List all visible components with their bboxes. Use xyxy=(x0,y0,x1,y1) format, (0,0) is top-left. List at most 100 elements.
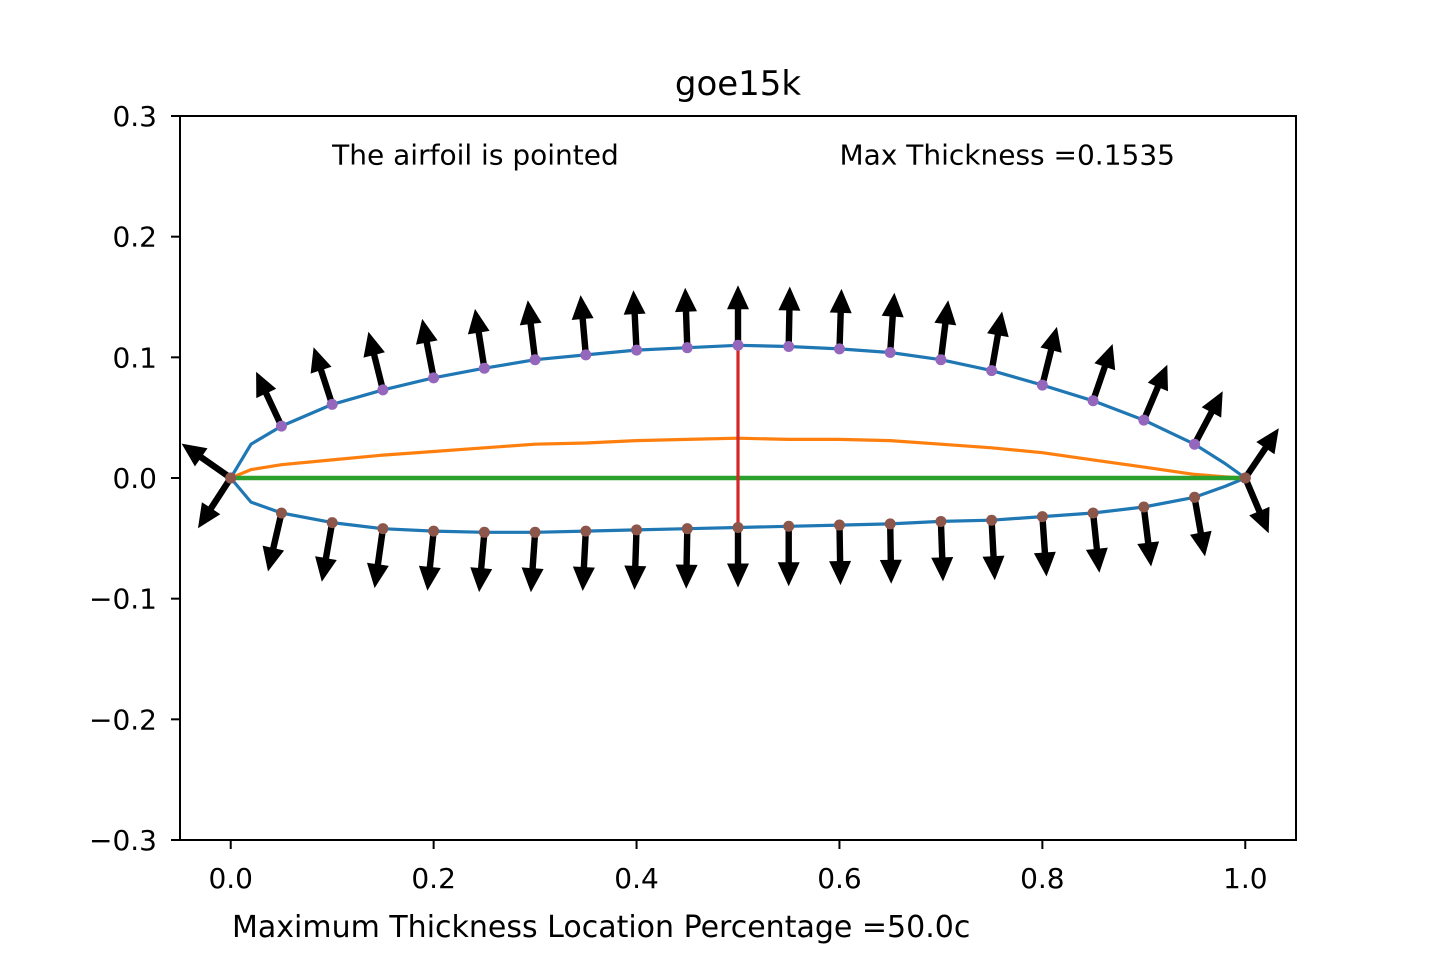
lower-surface-point xyxy=(986,514,998,526)
normal-arrow-upper xyxy=(727,285,749,346)
x-tick-label: 0.4 xyxy=(614,862,659,895)
normal-arrow-lower xyxy=(675,528,698,589)
upper-surface-point xyxy=(326,398,338,410)
x-tick-label: 1.0 xyxy=(1223,862,1268,895)
normal-arrow-lower xyxy=(879,523,902,584)
normal-arrow-lower xyxy=(727,527,749,588)
normal-arrow-upper xyxy=(1242,428,1279,480)
lower-surface-point xyxy=(884,518,896,530)
normal-arrow-lower xyxy=(931,521,954,582)
y-tick-label: 0.3 xyxy=(112,100,157,133)
upper-surface-point xyxy=(529,354,541,366)
normal-arrow-lower xyxy=(1085,512,1108,573)
lower-surface-point xyxy=(1138,501,1150,513)
upper-surface-point xyxy=(986,365,998,377)
normal-arrow-upper xyxy=(256,371,285,428)
y-tick-label: −0.1 xyxy=(89,583,157,616)
annotation-pointed: The airfoil is pointed xyxy=(331,138,619,171)
normal-arrow-lower xyxy=(1242,476,1270,534)
normal-arrow-lower xyxy=(1190,496,1212,557)
lower-surface-point xyxy=(935,515,947,527)
lower-surface-point xyxy=(225,472,237,484)
y-tick-label: 0.2 xyxy=(112,221,157,254)
lower-surface-point xyxy=(1239,472,1251,484)
upper-surface-point xyxy=(783,340,795,352)
y-tick-label: 0.1 xyxy=(112,341,157,374)
lower-surface-point xyxy=(478,526,490,538)
normal-arrow-lower xyxy=(829,525,852,586)
upper-surface-point xyxy=(428,372,440,384)
upper-surface-point xyxy=(275,420,287,432)
normal-arrow-upper xyxy=(519,300,542,361)
series-layer xyxy=(181,285,1279,593)
y-tick-label: −0.3 xyxy=(89,824,157,857)
normal-arrow-upper xyxy=(1191,391,1223,446)
y-tick-label: −0.2 xyxy=(89,703,157,736)
upper-surface-point xyxy=(833,343,845,355)
normal-arrow-lower xyxy=(572,530,595,591)
normal-arrow-lower xyxy=(262,512,285,572)
upper-surface-point xyxy=(884,347,896,359)
upper-surface-point xyxy=(1138,414,1150,426)
normal-arrow-lower xyxy=(418,530,441,591)
normal-arrow-upper xyxy=(934,300,957,361)
lower-surface-point xyxy=(833,519,845,531)
normal-arrow-upper xyxy=(675,287,697,348)
upper-surface-point xyxy=(478,362,490,374)
upper-surface-point xyxy=(681,342,693,354)
annotation-max-thickness: Max Thickness =0.1535 xyxy=(839,138,1175,171)
x-tick-label: 0.2 xyxy=(411,862,456,895)
x-axis-label: Maximum Thickness Location Percentage =5… xyxy=(232,910,970,945)
normal-arrow-lower xyxy=(470,532,493,593)
normal-arrow-lower xyxy=(1137,506,1160,567)
normal-arrow-lower xyxy=(198,476,234,529)
normal-arrow-lower xyxy=(982,520,1005,581)
lower-surface-point xyxy=(580,525,592,537)
upper-surface-point xyxy=(1036,379,1048,391)
normal-arrow-upper xyxy=(987,311,1009,372)
upper-surface-point xyxy=(631,344,643,356)
lower-surface-point xyxy=(1189,491,1201,503)
normal-arrow-upper xyxy=(881,292,904,353)
x-tick-label: 0.6 xyxy=(817,862,862,895)
axes-layer: 0.0 0.2 0.4 0.6 0.8 1.0 −0.3 −0.2 −0.1 0.0 0.1 0.2 0… xyxy=(89,100,1297,895)
x-tick-label: 0.0 xyxy=(208,862,253,895)
normal-arrow-upper xyxy=(1140,364,1168,422)
normal-arrow-upper xyxy=(1090,344,1116,402)
lower-surface-point xyxy=(1036,511,1048,523)
lower-surface-point xyxy=(783,520,795,532)
upper-surface-point xyxy=(732,339,744,351)
lower-surface-point xyxy=(681,523,693,535)
lower-surface-point xyxy=(377,523,389,535)
lower-surface-point xyxy=(529,526,541,538)
normal-arrow-upper xyxy=(416,318,438,379)
normal-arrow-lower xyxy=(1033,516,1056,577)
normal-arrow-lower xyxy=(367,528,389,589)
upper-surface-point xyxy=(1087,395,1099,407)
upper-surface-point xyxy=(377,384,389,396)
normal-arrow-lower xyxy=(521,532,544,593)
lower-surface-point xyxy=(631,524,643,536)
normal-arrow-upper xyxy=(310,347,336,406)
chart-title: goe15k xyxy=(675,64,802,104)
lower-surface-point xyxy=(428,525,440,537)
lower-surface-point xyxy=(1087,507,1099,519)
normal-arrow-lower xyxy=(624,529,647,590)
lower-surface-point xyxy=(732,521,744,533)
normal-arrow-upper xyxy=(778,286,801,347)
upper-surface-point xyxy=(935,354,947,366)
normal-arrow-upper xyxy=(363,331,386,391)
y-tick-label: 0.0 xyxy=(112,462,157,495)
normal-arrow-upper xyxy=(467,308,490,369)
upper-surface-point xyxy=(1189,438,1201,450)
lower-surface-point xyxy=(326,517,338,529)
lower-surface-point xyxy=(275,507,287,519)
normal-arrow-upper xyxy=(829,288,852,349)
normal-arrow-upper xyxy=(181,443,233,481)
x-tick-label: 0.8 xyxy=(1020,862,1065,895)
normal-arrow-upper xyxy=(623,290,646,351)
normal-arrow-lower xyxy=(777,526,800,587)
normal-arrow-lower xyxy=(315,522,337,582)
upper-surface-point xyxy=(580,349,592,361)
